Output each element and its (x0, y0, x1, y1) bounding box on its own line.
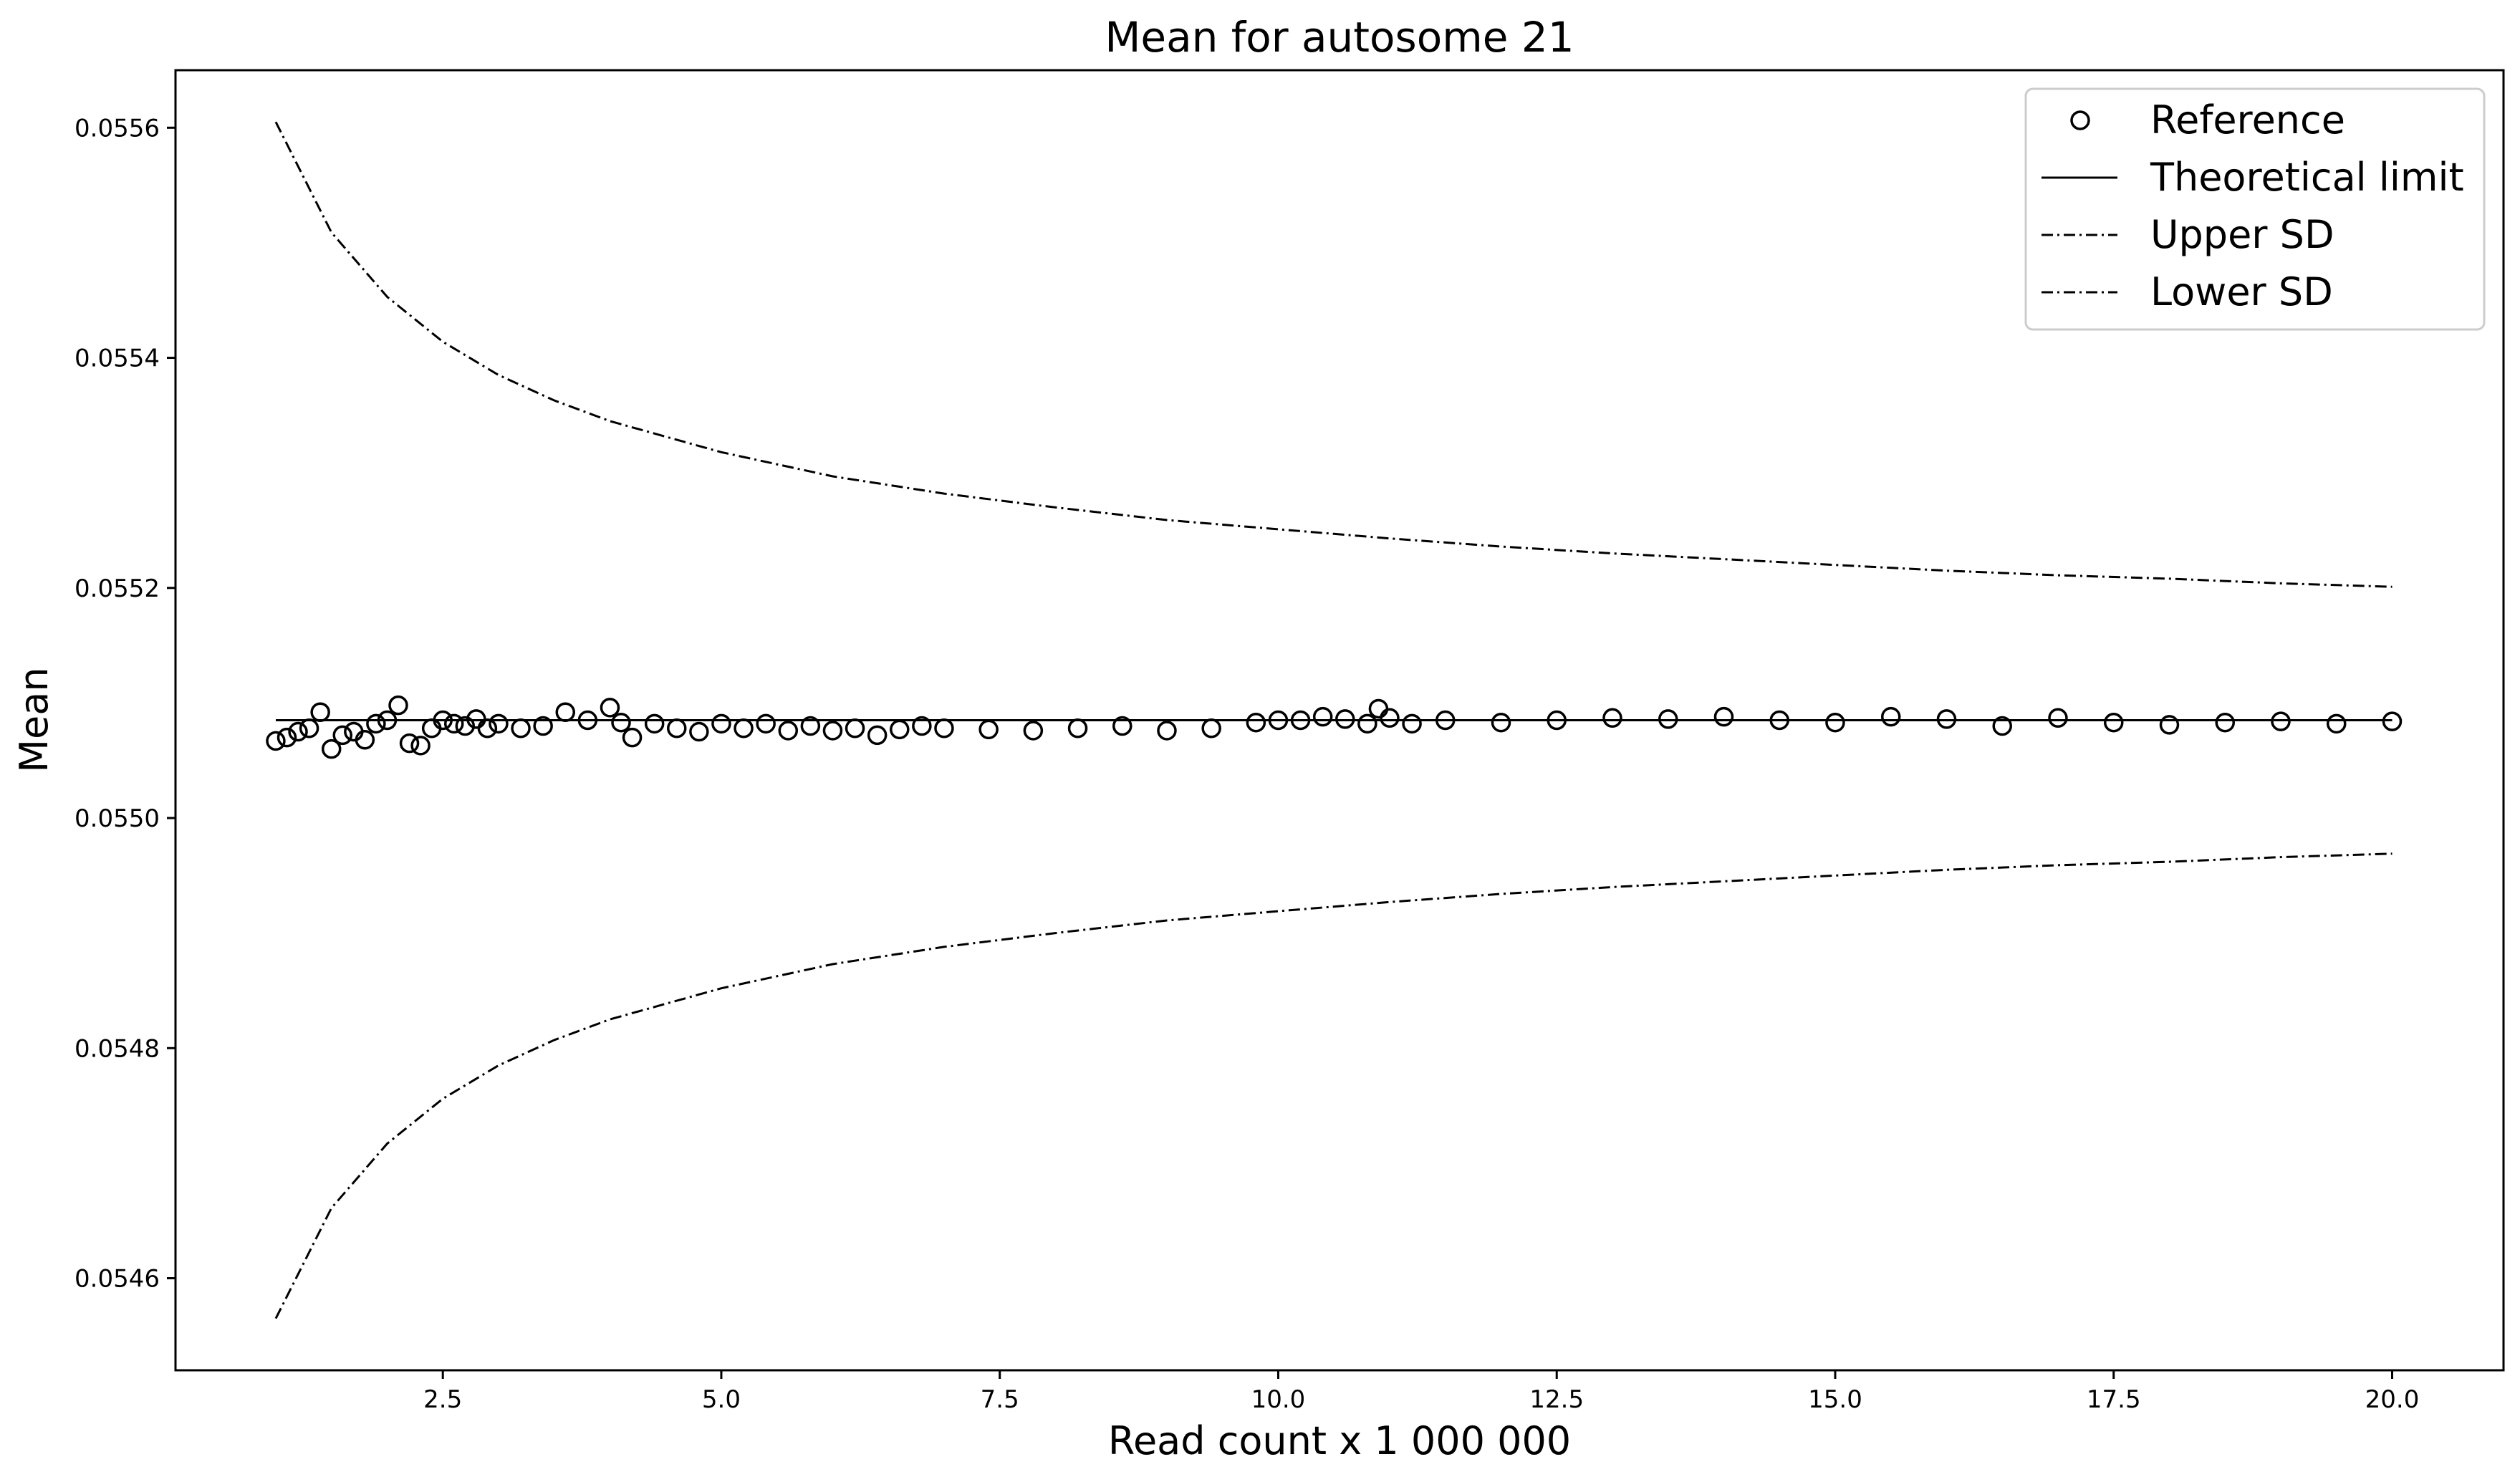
y-tick-label: 0.0546 (74, 1265, 160, 1294)
reference-point (366, 713, 386, 734)
reference-point (1112, 716, 1132, 736)
x-tick-label: 10.0 (1251, 1385, 1306, 1414)
reference-point (399, 733, 420, 754)
reference-point (1491, 712, 1511, 733)
plot-area (266, 121, 2403, 1319)
reference-point (867, 725, 888, 746)
reference-point (622, 727, 643, 748)
reference-point (1880, 706, 1901, 727)
y-tick-label: 0.0552 (74, 574, 160, 603)
reference-point (288, 721, 308, 742)
reference-point (711, 713, 731, 734)
reference-point (1936, 709, 1957, 729)
reference-point (1402, 713, 1422, 734)
reference-point (533, 716, 553, 736)
x-tick-label: 7.5 (981, 1385, 1019, 1414)
legend-label-lower-sd: Lower SD (2150, 269, 2333, 314)
upper-sd-line (274, 121, 2392, 588)
x-tick-label: 17.5 (2087, 1385, 2141, 1414)
plot-frame (174, 69, 2505, 1372)
reference-point (444, 713, 464, 734)
legend-label-theoretical-limit: Theoretical limit (2150, 155, 2464, 200)
y-tick-label: 0.0548 (74, 1034, 160, 1063)
reference-point (2159, 715, 2180, 735)
legend-marker-reference (2070, 110, 2090, 130)
reference-point (1713, 706, 1734, 727)
reference-point (1992, 716, 2012, 736)
reference-point (455, 716, 476, 736)
reference-point (1335, 709, 1355, 729)
y-axis-label: Mean (11, 667, 57, 772)
reference-point (2271, 711, 2291, 731)
reference-point (2326, 713, 2347, 734)
reference-point (489, 713, 509, 734)
y-tick-label: 0.0550 (74, 804, 160, 833)
reference-point (1023, 721, 1044, 741)
y-tick-label: 0.0556 (74, 114, 160, 143)
x-tick-label: 2.5 (423, 1385, 462, 1414)
reference-point (1157, 721, 1177, 741)
reference-point (912, 716, 932, 736)
reference-point (611, 712, 631, 733)
chart-title: Mean for autosome 21 (1105, 13, 1574, 62)
x-tick-label: 15.0 (1808, 1385, 1862, 1414)
legend-label-upper-sd: Upper SD (2150, 212, 2334, 257)
x-axis-label: Read count x 1 000 000 (1108, 1418, 1571, 1463)
x-axis: 2.5 5.0 7.5 10.0 12.5 15.0 17.5 20.0 (423, 1370, 2419, 1414)
legend-label-reference: Reference (2150, 97, 2345, 143)
y-tick-label: 0.0554 (74, 345, 160, 373)
legend-box (2024, 87, 2486, 331)
reference-point (276, 727, 297, 748)
reference-point (778, 721, 799, 741)
legend: Reference Theoretical limit Upper SD Low… (2024, 87, 2486, 331)
reference-point (600, 698, 620, 718)
reference-point (689, 721, 709, 742)
reference-point (388, 695, 408, 716)
reference-point (756, 713, 776, 734)
reference-point (2048, 708, 2068, 728)
reference-point (332, 725, 353, 746)
reference-point (1380, 708, 1400, 728)
reference-point (800, 716, 821, 736)
reference-point (1357, 713, 1377, 734)
reference-point (355, 730, 375, 750)
reference-point (1658, 709, 1678, 729)
reference-point (1312, 706, 1333, 727)
reference-point (2215, 712, 2235, 733)
x-tick-label: 20.0 (2365, 1385, 2420, 1414)
y-axis: 0.0546 0.0548 0.0550 0.0552 0.0554 0.0556 (74, 114, 175, 1294)
lower-sd-line (274, 852, 2392, 1319)
reference-point (644, 713, 665, 734)
x-tick-label: 5.0 (702, 1385, 741, 1414)
reference-point (1246, 712, 1266, 733)
reference-point (1825, 712, 1845, 733)
reference-point (321, 738, 342, 759)
reference-point (2103, 712, 2124, 733)
x-tick-label: 12.5 (1529, 1385, 1584, 1414)
reference-point (1602, 708, 1622, 728)
reference-point (822, 721, 843, 741)
reference-point (410, 736, 431, 756)
reference-point (2382, 711, 2403, 731)
reference-point (266, 731, 286, 751)
